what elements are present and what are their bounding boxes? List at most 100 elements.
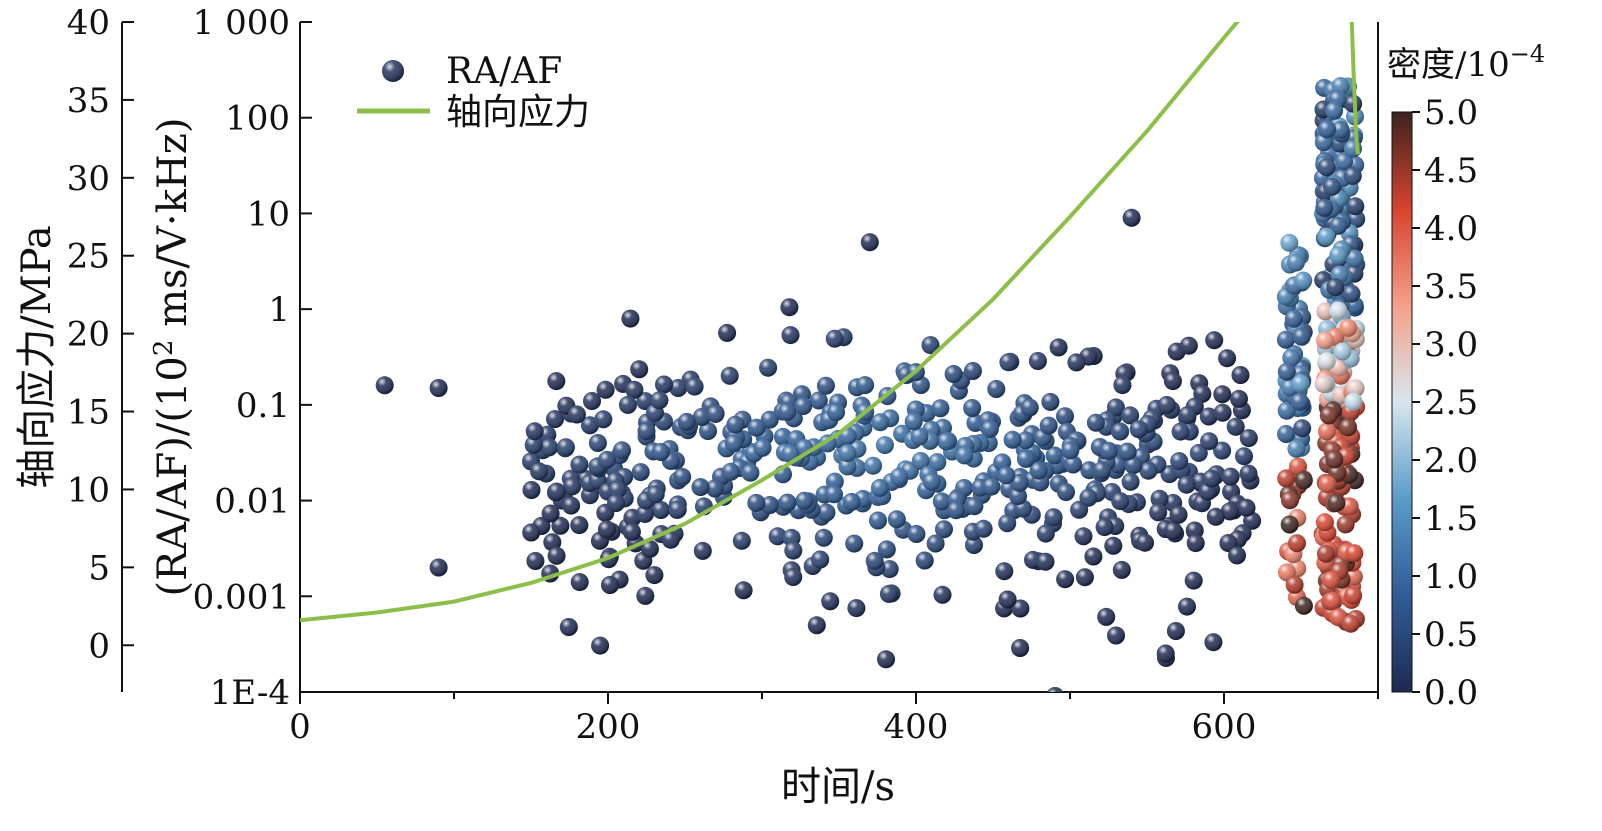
- colorbar-gradient: [1391, 111, 1413, 693]
- ra-af-point-shade: [1276, 330, 1295, 349]
- ra-af-point-shade: [932, 492, 951, 511]
- ra-af-point-shade: [1166, 622, 1185, 640]
- ra-af-point-shade: [1074, 527, 1093, 546]
- ra-af-point-shade: [650, 391, 669, 410]
- ra-af-point-shade: [1316, 331, 1335, 350]
- ra-af-point-shade: [817, 503, 836, 522]
- y-axis-left: 0 5 10 15 20 25 30 35 40: [67, 3, 134, 666]
- ra-af-point-shade: [596, 380, 615, 399]
- ra-af-point-shade: [1317, 422, 1336, 441]
- ra-af-point-shade: [963, 362, 982, 380]
- ra-af-point-shade: [1335, 152, 1354, 171]
- ra-af-point-shade: [910, 427, 929, 446]
- ra-af-point-shade: [1049, 338, 1068, 357]
- ra-af-point-shade: [522, 481, 541, 499]
- ra-af-point-shade: [987, 380, 1006, 398]
- ra-af-point-shade: [922, 472, 941, 491]
- ra-af-point-shade: [1230, 389, 1248, 408]
- ra-af-point-shade: [838, 457, 857, 476]
- ra-af-point-shade: [865, 551, 884, 570]
- ra-af-point-shade: [1150, 489, 1169, 508]
- x-axis-label: 时间/s: [781, 764, 895, 810]
- ra-af-point-shade: [1317, 352, 1336, 371]
- ra-af-point-shade: [1280, 515, 1299, 534]
- ra-af-point-shade: [1329, 246, 1348, 265]
- ra-af-point-shade: [1170, 452, 1189, 471]
- ra-af-point-shade: [1288, 534, 1306, 553]
- ra-af-point-shade: [811, 550, 830, 569]
- ra-af-point-shade: [1327, 493, 1346, 512]
- y-log-tick-label: 0.001: [193, 577, 290, 617]
- ra-af-point-shade: [692, 408, 711, 426]
- ra-af-point-shade: [1028, 352, 1047, 370]
- ra-af-point-shade: [1177, 475, 1196, 494]
- ra-af-point-shade: [1345, 544, 1364, 563]
- ra-af-point-shade: [1047, 687, 1064, 692]
- ra-af-point-shade: [997, 466, 1016, 485]
- ra-af-point-shade: [999, 353, 1018, 372]
- ra-af-point-shade: [1200, 432, 1219, 451]
- ra-af-point-shade: [1336, 515, 1355, 534]
- ra-af-point-shade: [1343, 166, 1362, 185]
- ra-af-point-shade: [631, 463, 650, 482]
- ra-af-point-shade: [1045, 446, 1064, 465]
- legend: RA/AF 轴向应力: [357, 51, 590, 133]
- ra-af-point-shade: [947, 501, 966, 520]
- ra-af-point-shade: [877, 540, 896, 559]
- ra-af-point-shade: [760, 410, 779, 429]
- ra-af-point-shade: [646, 485, 665, 504]
- ra-af-point-shade: [1075, 568, 1094, 587]
- ra-af-point-shade: [1009, 487, 1027, 506]
- ra-af-point-shade: [1235, 447, 1253, 466]
- ra-af-point-shade: [668, 500, 687, 519]
- ra-af-point-shade: [998, 514, 1017, 533]
- ra-af-point-shade: [530, 462, 548, 481]
- ra-af-point-shade: [778, 402, 797, 421]
- ra-af-point-shade: [652, 443, 670, 461]
- colorbar: 0.0 0.5 1.0 1.5 2.0 2.5 3.0 3.5 4.0 4.5 5.0 密度/10−…: [1387, 40, 1545, 713]
- y-left-tick-label: 15: [67, 393, 110, 433]
- ra-af-point-shade: [845, 534, 864, 553]
- ra-af-point-shade: [1344, 586, 1363, 605]
- ra-af-point-shade: [825, 329, 844, 348]
- ra-af-point-shade: [1036, 552, 1055, 571]
- ra-af-point-shade: [915, 551, 934, 570]
- ra-af-point-shade: [904, 412, 923, 431]
- ra-af-point-shade: [1329, 216, 1348, 235]
- y-left-tick-label: 5: [88, 548, 110, 588]
- ra-af-point-shade: [1323, 177, 1341, 196]
- ra-af-point-shade: [1056, 570, 1075, 589]
- ra-af-point-shade: [1064, 455, 1083, 474]
- x-axis: 0 200 400 600: [289, 692, 1379, 747]
- stress-line: [300, 22, 1360, 623]
- ra-af-point-shade: [1204, 633, 1223, 652]
- ra-af-point-shade: [1345, 249, 1364, 268]
- ra-af-point-shade: [613, 441, 631, 460]
- ra-af-point-shade: [547, 482, 566, 501]
- ra-af-point-shade: [1280, 491, 1299, 510]
- ra-af-point-shade: [1323, 591, 1342, 610]
- ra-af-point-shade: [1294, 596, 1313, 615]
- ra-af-point-shade: [724, 434, 743, 453]
- ra-af-point-shade: [1277, 469, 1296, 488]
- ra-af-point-shade: [1341, 614, 1360, 633]
- ra-af-point-shade: [1314, 375, 1333, 394]
- y-log-tick-label: 0.01: [214, 482, 290, 522]
- ra-af-point-shade: [1121, 406, 1140, 425]
- ra-af-point-shade: [1213, 403, 1232, 422]
- ra-af-point-shade: [1107, 626, 1125, 645]
- ra-af-point-shade: [1213, 385, 1232, 404]
- ra-af-point-shade: [706, 404, 725, 423]
- colorbar-tick-label: 1.5: [1424, 499, 1478, 539]
- ra-af-point-shade: [563, 477, 582, 496]
- ra-af-point-shade: [1280, 233, 1299, 252]
- ra-af-point-shade: [375, 376, 394, 395]
- plot-frame: [121, 22, 1379, 693]
- ra-af-point-shade: [1169, 505, 1188, 524]
- ra-af-point-shade: [636, 586, 655, 605]
- ra-af-point-shade: [1118, 442, 1137, 461]
- ra-af-point-shade: [825, 485, 843, 504]
- ra-af-point-shade: [1136, 533, 1154, 552]
- ra-af-point-shade: [1113, 376, 1132, 395]
